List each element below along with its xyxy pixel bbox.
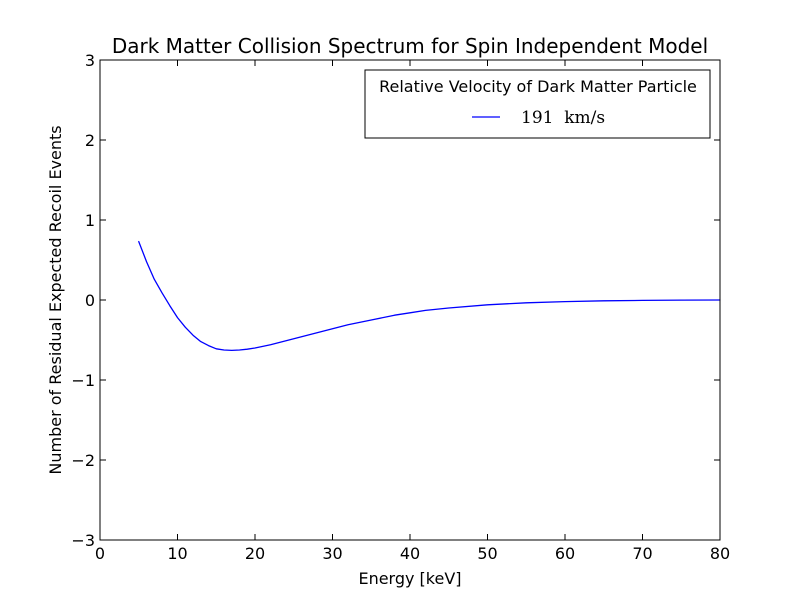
y-tick-label: −3 (71, 531, 95, 550)
x-tick-label: 30 (322, 544, 342, 563)
ticks-layer: 0 10 20 30 40 50 60 70 80 −3 −2 −1 0 1 2 3 (71, 51, 730, 563)
y-tick-label: 1 (85, 211, 95, 230)
legend-title: Relative Velocity of Dark Matter Particl… (379, 77, 697, 96)
y-axis-title: Number of Residual Expected Recoil Event… (46, 125, 65, 474)
series-line-0 (138, 240, 721, 352)
x-tick-label: 0 (95, 544, 105, 563)
x-tick-label: 50 (477, 544, 497, 563)
chart-title: Dark Matter Collision Spectrum for Spin … (112, 34, 708, 58)
plot-area (100, 60, 720, 540)
plot-frame (99, 59, 721, 541)
x-tick-label: 60 (555, 544, 575, 563)
x-tick-label: 40 (400, 544, 420, 563)
y-tick-label: 3 (85, 51, 95, 70)
series-layer (138, 240, 721, 352)
legend: Relative Velocity of Dark Matter Particl… (364, 69, 711, 139)
y-tick-label: 0 (85, 291, 95, 310)
x-tick-label: 70 (632, 544, 652, 563)
y-tick-label: −1 (71, 371, 95, 390)
plot-background (100, 60, 720, 540)
legend-box (364, 69, 711, 139)
legend-series-label: 191 km/s (521, 108, 605, 128)
y-tick-label: 2 (85, 131, 95, 150)
x-tick-label: 80 (710, 544, 730, 563)
y-tick-label: −2 (71, 451, 95, 470)
x-axis-title: Energy [keV] (358, 569, 461, 588)
x-tick-label: 20 (245, 544, 265, 563)
x-tick-label: 10 (167, 544, 187, 563)
